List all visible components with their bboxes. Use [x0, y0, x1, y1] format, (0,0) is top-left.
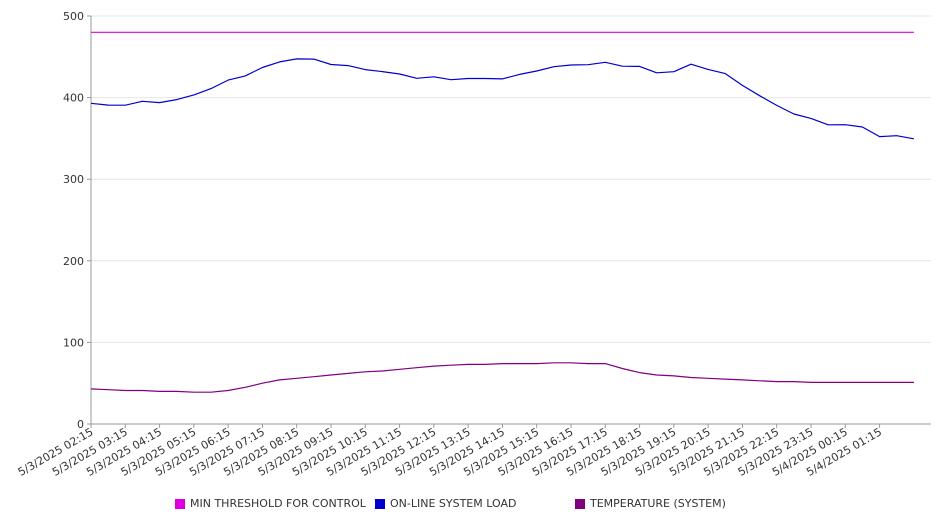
y-tick-label: 200: [63, 255, 84, 268]
x-tick-labels: 5/3/2025 02:155/3/2025 03:155/3/2025 04:…: [16, 425, 884, 479]
y-tick-label: 0: [77, 418, 84, 431]
series-line-1: [90, 58, 915, 140]
y-tick-label: 400: [63, 92, 84, 105]
axes: [87, 15, 931, 428]
y-tick-label: 500: [63, 10, 84, 23]
legend-item-min-threshold[interactable]: MIN THRESHOLD FOR CONTROL: [175, 497, 366, 510]
legend-label: ON-LINE SYSTEM LOAD: [390, 497, 517, 510]
legend-item-temperature[interactable]: TEMPERATURE (SYSTEM): [575, 497, 726, 510]
y-tick-label: 300: [63, 173, 84, 186]
series-line-2: [90, 362, 914, 393]
legend: MIN THRESHOLD FOR CONTROL ON-LINE SYSTEM…: [0, 497, 946, 515]
gridlines: [91, 15, 931, 343]
series-layer: [90, 31, 915, 393]
legend-swatch: [175, 498, 185, 509]
y-tick-label: 100: [63, 336, 84, 349]
legend-swatch: [575, 498, 585, 509]
legend-label: TEMPERATURE (SYSTEM): [590, 497, 726, 510]
legend-item-system-load[interactable]: ON-LINE SYSTEM LOAD: [375, 497, 516, 510]
legend-label: MIN THRESHOLD FOR CONTROL: [190, 497, 366, 510]
y-tick-labels: 0 100 200 300 400 500: [63, 10, 84, 431]
legend-swatch: [375, 498, 385, 509]
